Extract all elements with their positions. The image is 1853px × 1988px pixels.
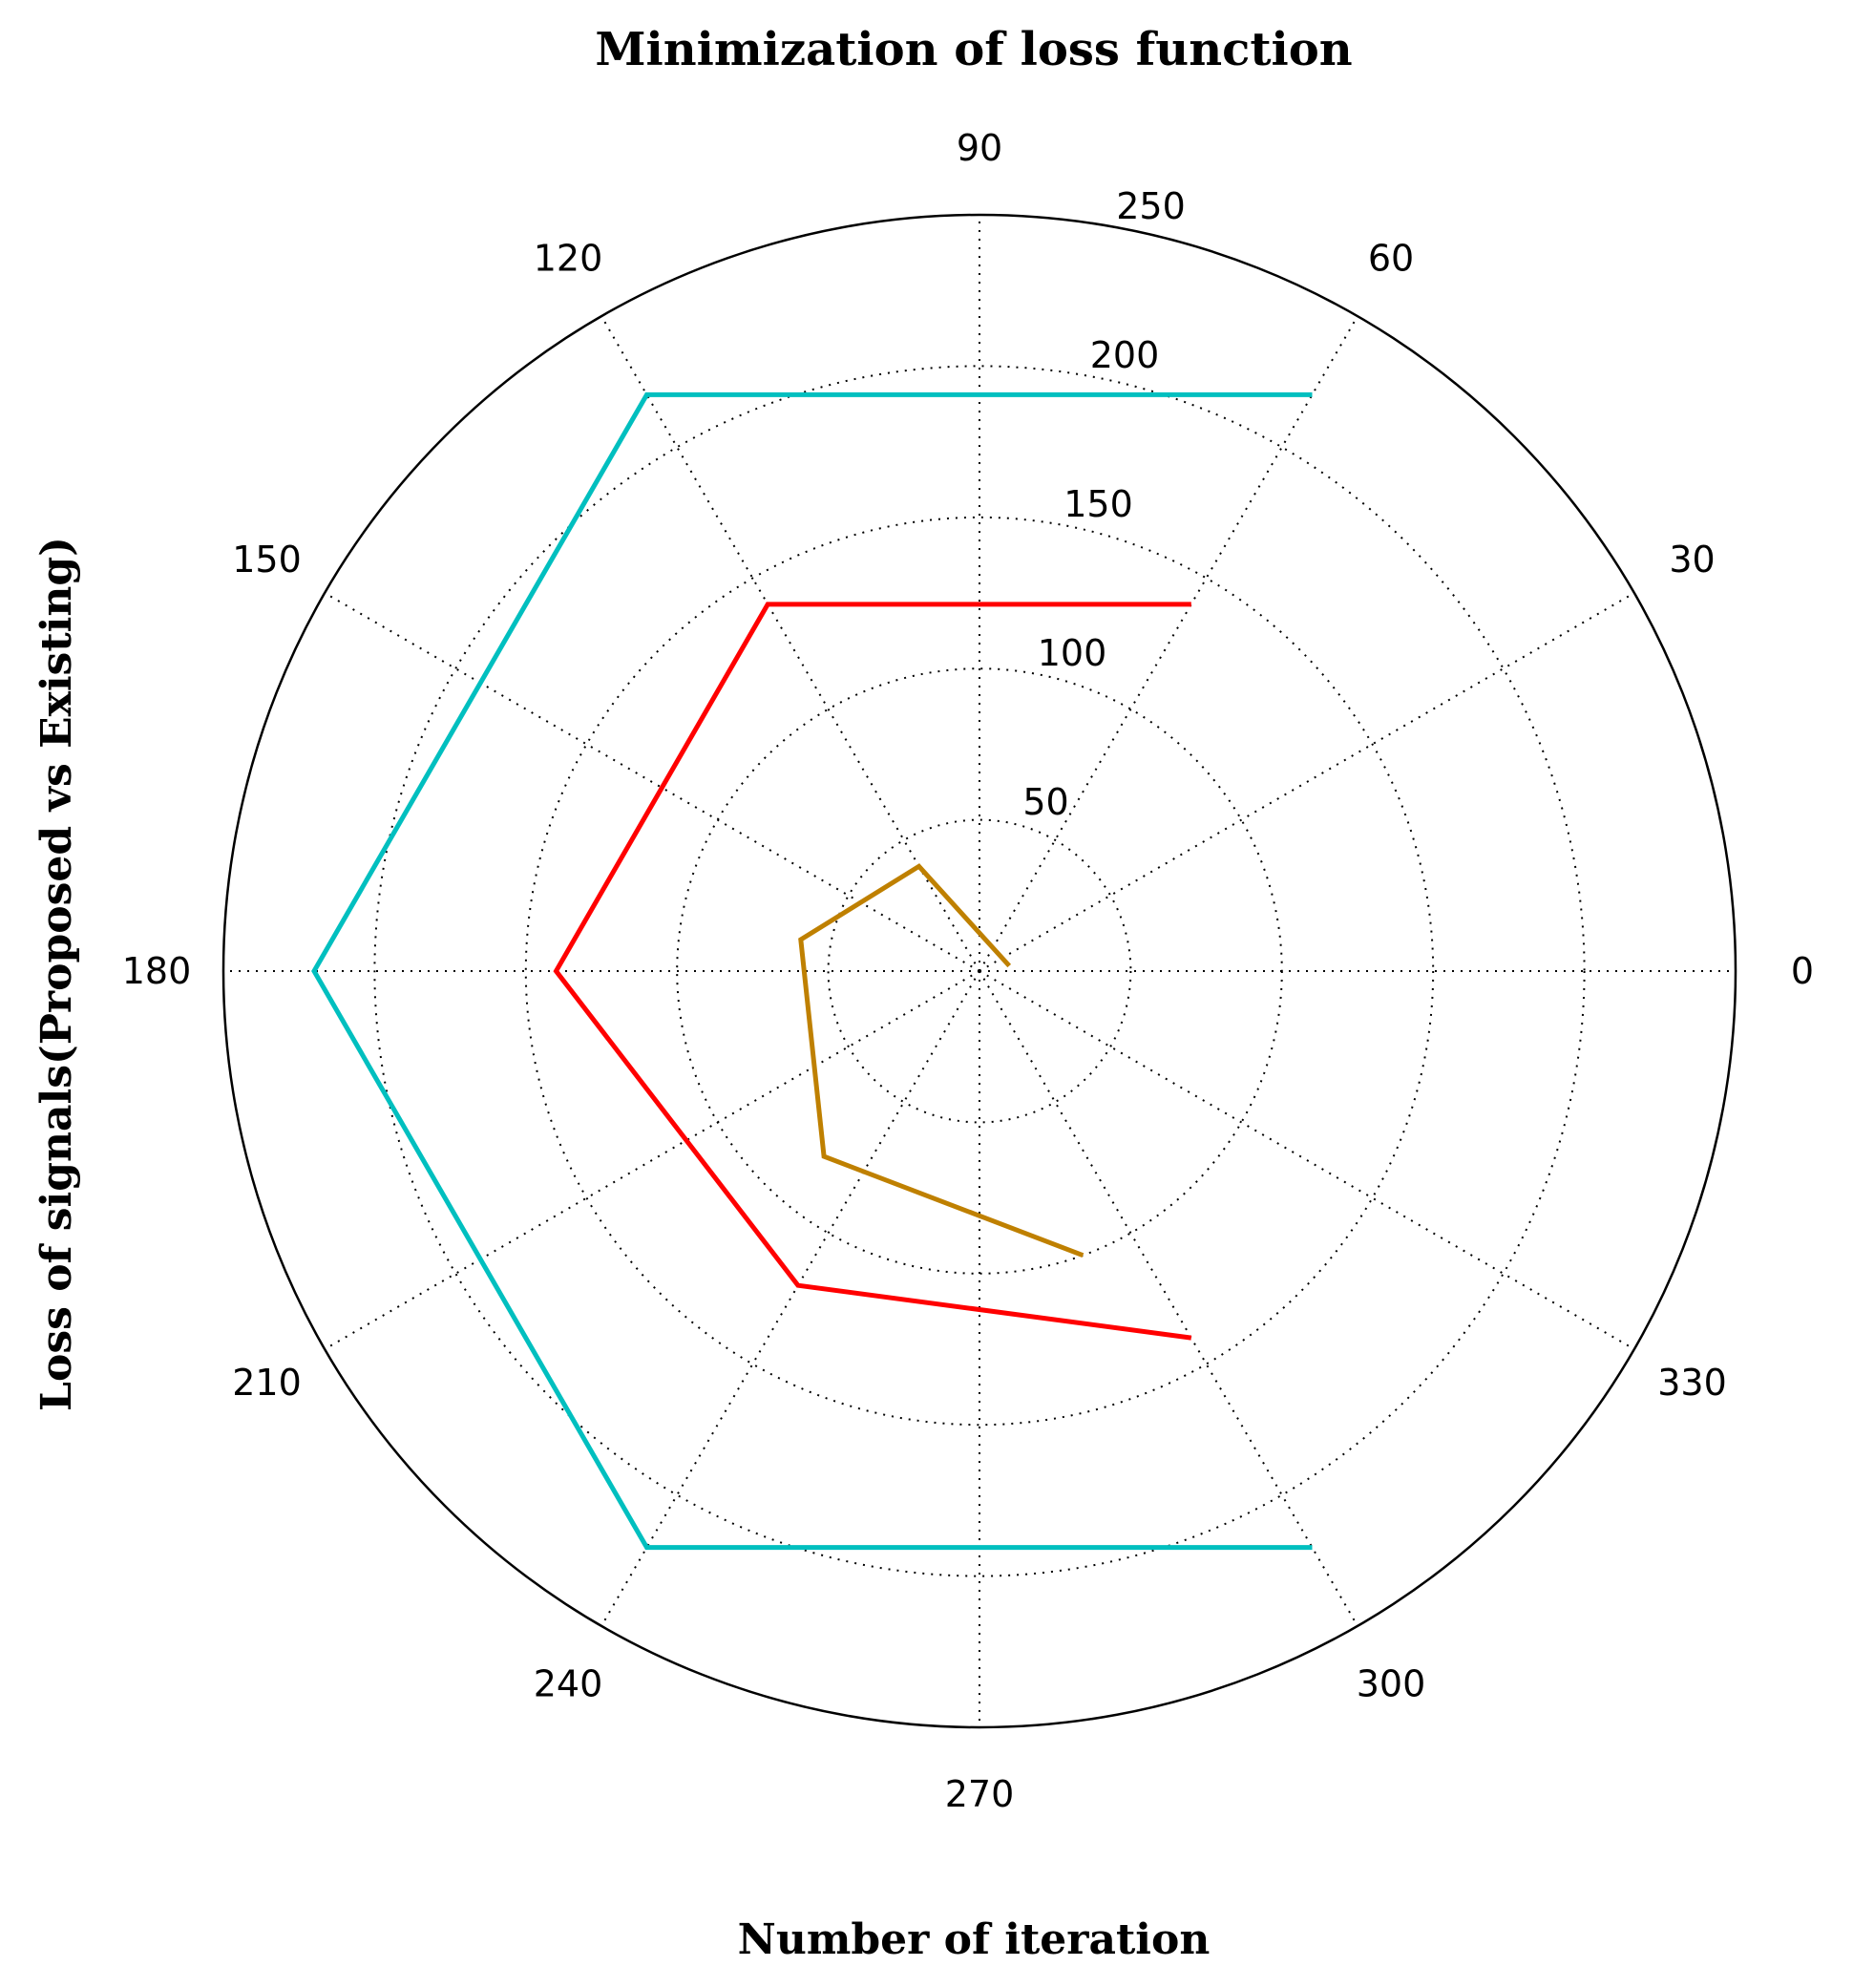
y-axis-label: Loss of signals(Proposed vs Existing) [32, 537, 81, 1411]
angle-tick-label-90: 90 [957, 127, 1002, 169]
angle-tick-label-240: 240 [534, 1663, 603, 1705]
grid-ring-100 [676, 667, 1283, 1275]
grid-ring-200 [373, 365, 1586, 1577]
angle-tick-label-30: 30 [1669, 539, 1715, 581]
series-line-3 [798, 863, 1084, 1258]
radial-tick-label-150: 150 [1063, 483, 1133, 525]
series-line-1 [311, 391, 1313, 1551]
radial-tick-label-50: 50 [1022, 781, 1068, 823]
series-lines [311, 391, 1313, 1551]
spoke-line-60 [979, 315, 1358, 972]
angle-tick-label-0: 0 [1791, 950, 1814, 992]
angle-tick-label-180: 180 [122, 950, 192, 992]
angle-tick-label-150: 150 [232, 539, 302, 581]
spoke-line-30 [979, 592, 1635, 972]
angle-tick-label-60: 60 [1368, 238, 1414, 280]
radial-tick-label-200: 200 [1090, 334, 1160, 376]
spoke-line-120 [600, 315, 980, 972]
grid-ring-50 [827, 818, 1132, 1124]
series-line-2 [553, 602, 1192, 1341]
spoke-line-330 [979, 970, 1635, 1350]
angle-tick-label-270: 270 [945, 1773, 1015, 1815]
angle-tick-label-300: 300 [1357, 1663, 1426, 1705]
grid-ring-150 [524, 516, 1435, 1427]
spoke-line-150 [324, 592, 980, 972]
polar-grid [221, 213, 1737, 1729]
spoke-line-210 [324, 970, 980, 1350]
radial-tick-label-250: 250 [1116, 185, 1186, 227]
radial-tick-label-100: 100 [1038, 632, 1107, 674]
x-axis-label: Number of iteration [738, 1915, 1211, 1964]
chart-title: Minimization of loss function [595, 23, 1352, 76]
tick-labels: 0 30 60 90 120 150 180 210 240 270 300 330 50 100 150 2… [122, 127, 1814, 1815]
angle-tick-label-210: 210 [232, 1362, 302, 1404]
angle-tick-label-330: 330 [1657, 1362, 1727, 1404]
spoke-line-240 [600, 970, 980, 1627]
outer-ring [221, 213, 1737, 1729]
spoke-line-300 [979, 970, 1358, 1627]
angle-tick-label-120: 120 [534, 238, 603, 280]
